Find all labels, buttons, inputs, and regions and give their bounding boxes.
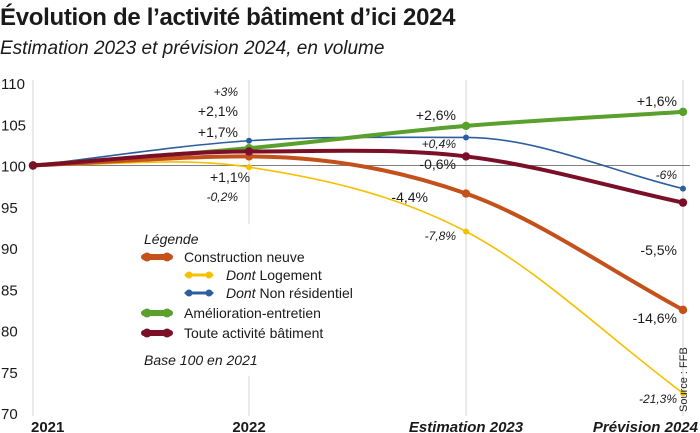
- data-label: +1,1%: [210, 169, 250, 185]
- data-point: [246, 164, 252, 171]
- y-tick-label: 95: [1, 200, 18, 217]
- data-label: -6%: [656, 168, 678, 182]
- y-tick-label: 110: [1, 76, 25, 93]
- legend-label-text: Logement: [256, 267, 322, 283]
- y-tick-label: 85: [1, 282, 18, 299]
- data-label: -4,4%: [391, 189, 428, 205]
- legend-label-text: Non résidentiel: [256, 285, 353, 301]
- y-tick-label: 75: [1, 365, 18, 382]
- legend-label-text: Toute activité bâtiment: [184, 325, 323, 341]
- data-point: [461, 189, 471, 198]
- legend-marker: [185, 289, 193, 297]
- legend-marker: [185, 271, 193, 279]
- y-tick-label: 90: [1, 241, 18, 258]
- data-label: +2,6%: [416, 107, 456, 123]
- legend-marker: [205, 289, 213, 297]
- data-label: -0,2%: [207, 190, 239, 204]
- legend-label-prefix: Dont: [226, 267, 257, 283]
- data-label: +0,4%: [422, 137, 457, 151]
- series-line: [31, 148, 685, 205]
- legend-label-prefix: Dont: [226, 285, 257, 301]
- data-point: [246, 137, 252, 144]
- legend-marker: [142, 252, 152, 262]
- legend-label: Dont Non résidentiel: [226, 285, 353, 301]
- legend-marker: [205, 271, 213, 279]
- legend-note: Base 100 en 2021: [144, 352, 258, 368]
- legend-marker: [142, 308, 152, 318]
- data-point: [461, 152, 471, 161]
- x-tick-label: Estimation 2023: [409, 419, 524, 433]
- data-point: [244, 147, 254, 156]
- legend-label: Amélioration-entretien: [184, 305, 321, 321]
- x-tick-label: 2021: [31, 419, 64, 433]
- data-point: [678, 107, 688, 117]
- y-tick-label: 105: [1, 117, 26, 134]
- data-point: [28, 161, 38, 170]
- data-label: -21,3%: [639, 392, 677, 406]
- legend-heading: Légende: [144, 231, 199, 247]
- data-label: +1,6%: [637, 93, 677, 109]
- y-tick-label: 100: [1, 159, 26, 176]
- x-tick-label: 2022: [232, 419, 265, 433]
- y-tick-label: 80: [1, 324, 18, 341]
- legend-label: Toute activité bâtiment: [184, 325, 323, 341]
- chart-subtitle: Estimation 2023 et prévision 2024, en vo…: [0, 38, 385, 59]
- series-line: [32, 161, 684, 394]
- legend-marker: [162, 328, 172, 338]
- data-point: [678, 305, 688, 315]
- data-label: -14,6%: [633, 310, 677, 326]
- legend-label: Construction neuve: [184, 249, 305, 265]
- data-label: +1,7%: [198, 124, 238, 140]
- data-point: [678, 198, 688, 207]
- legend-label-text: Amélioration-entretien: [184, 305, 321, 321]
- data-label: -5,5%: [640, 242, 677, 258]
- data-point: [680, 185, 686, 192]
- data-label: -7,8%: [425, 229, 457, 243]
- chart-title: Évolution de l’activité bâtiment d’ici 2…: [0, 4, 456, 31]
- data-point: [463, 228, 469, 235]
- series-line: [31, 154, 685, 312]
- data-label: -0,6%: [419, 156, 456, 172]
- source-note: Source : FFB: [678, 347, 690, 412]
- data-point: [461, 121, 471, 131]
- data-point: [463, 134, 469, 141]
- y-tick-label: 70: [1, 406, 18, 423]
- legend-label: Dont Logement: [226, 267, 322, 283]
- legend-box: [130, 224, 380, 376]
- data-point: [680, 390, 686, 397]
- legend-marker: [162, 252, 172, 262]
- x-tick-label: Prévision 2024: [593, 419, 699, 433]
- data-label: +3%: [214, 85, 239, 99]
- legend-marker: [142, 328, 152, 338]
- data-label: +2,1%: [198, 103, 238, 119]
- legend-marker: [162, 308, 172, 318]
- legend-label-text: Construction neuve: [184, 249, 305, 265]
